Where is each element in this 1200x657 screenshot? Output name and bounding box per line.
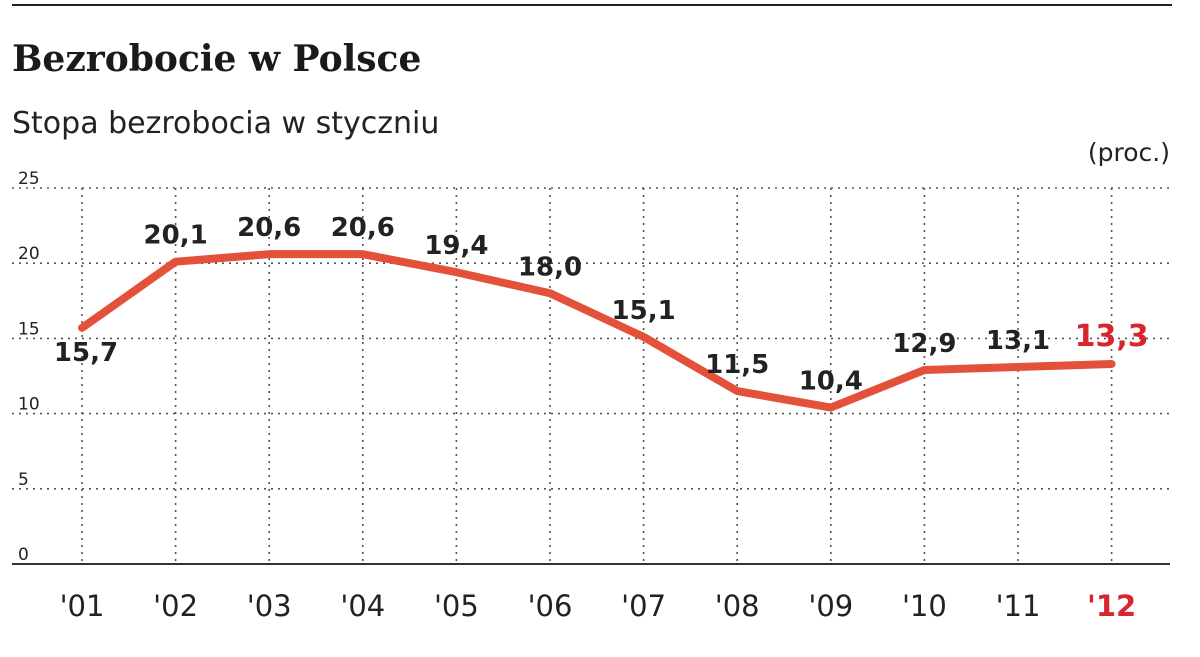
data-label: 18,0 <box>518 252 582 282</box>
data-label: 13,1 <box>986 326 1050 356</box>
chart-title: Bezrobocie w Polsce <box>12 38 422 80</box>
x-tick-label: '06 <box>528 589 573 623</box>
y-tick-label: 25 <box>18 169 40 189</box>
data-label: 20,6 <box>237 213 301 243</box>
y-tick-label: 15 <box>18 319 40 339</box>
x-tick-label: '11 <box>996 589 1041 623</box>
top-divider <box>12 4 1172 6</box>
data-label: 13,3 <box>1075 319 1149 354</box>
x-tick-label: '09 <box>808 589 853 623</box>
x-tick-label: '08 <box>715 589 760 623</box>
x-tick-label: '02 <box>153 589 198 623</box>
y-tick-label: 0 <box>18 545 29 565</box>
y-tick-label: 20 <box>18 244 40 264</box>
data-label: 15,7 <box>54 338 118 368</box>
x-tick-label: '03 <box>247 589 292 623</box>
x-tick-label: '05 <box>434 589 479 623</box>
x-tick-label: '01 <box>60 589 105 623</box>
series-line-unemployment <box>78 250 1116 412</box>
unit-label: (proc.) <box>1087 138 1170 167</box>
data-label: 11,5 <box>705 350 769 380</box>
x-tick-label: '07 <box>621 589 666 623</box>
y-tick-label: 5 <box>18 470 29 490</box>
data-label: 19,4 <box>424 231 488 261</box>
y-tick-label: 10 <box>18 395 40 415</box>
data-label: 12,9 <box>892 329 956 359</box>
x-tick-label: '12 <box>1087 589 1136 623</box>
data-label: 20,1 <box>144 221 208 251</box>
x-tick-label: '10 <box>902 589 947 623</box>
chart-subtitle: Stopa bezrobocia w styczniu <box>12 106 440 141</box>
data-label: 20,6 <box>331 213 395 243</box>
x-tick-label: '04 <box>340 589 385 623</box>
data-label: 15,1 <box>612 296 676 326</box>
data-label: 10,4 <box>799 367 863 397</box>
